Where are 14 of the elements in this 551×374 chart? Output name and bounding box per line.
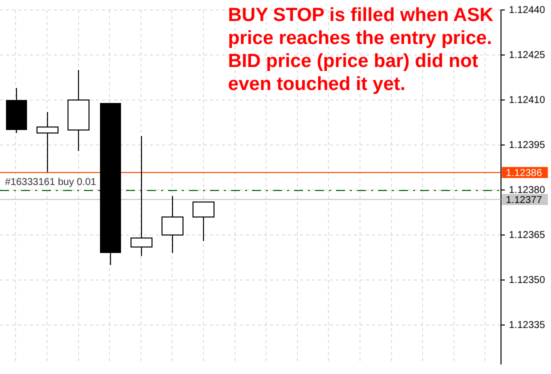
y-tick-label: 1.12380	[508, 184, 546, 196]
ref-line-label: 1.12377	[506, 194, 542, 206]
candlestick	[162, 196, 184, 254]
annotation: BUY STOP is filled when ASK price reaches the entry price.	[228, 4, 494, 50]
y-tick-label: 1.12365	[508, 230, 546, 241]
y-tick-label: 1.12395	[508, 140, 546, 151]
y-tick-label: 1.12335	[508, 320, 546, 331]
y-tick-label: 1.12440	[508, 4, 546, 16]
y-tick-label: 1.12350	[508, 274, 546, 286]
ref-line-label: 1.12386	[506, 168, 542, 179]
ref-line-label: #16333161 buy 0.01	[5, 176, 97, 188]
y-tick-label: 1.12410	[508, 94, 546, 106]
y-tick-label: 1.12425	[508, 50, 546, 61]
annotation: BID price (price bar) did not even touched it yet.	[228, 50, 480, 96]
